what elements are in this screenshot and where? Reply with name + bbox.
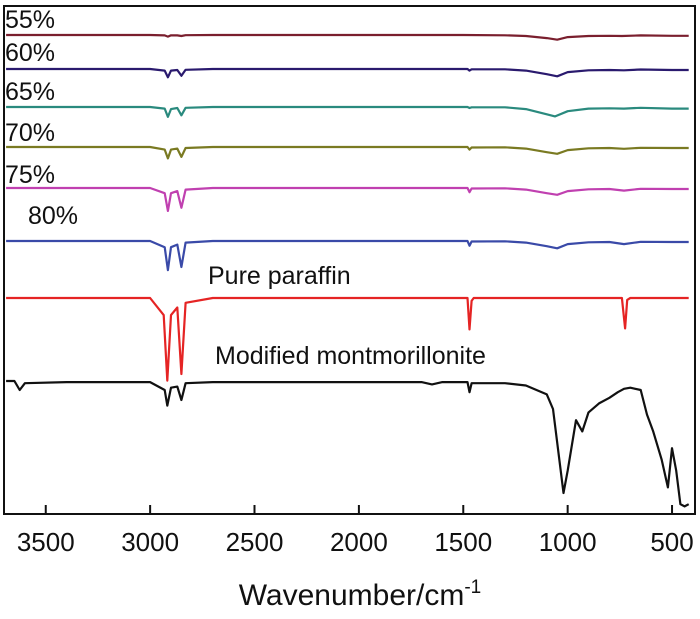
x-tick-label-6: 1000 xyxy=(539,527,597,557)
x-tick-label-3: 2500 xyxy=(226,527,284,557)
x-axis: 3500 3000 2500 2000 1500 1000 500 xyxy=(17,505,694,557)
x-tick-label-5: 1500 xyxy=(434,527,492,557)
series-label-2: 60% xyxy=(5,39,55,67)
series-label-4: 70% xyxy=(5,119,55,147)
series-layer xyxy=(6,33,690,508)
series-label-6: 80% xyxy=(28,202,78,230)
series-line-1 xyxy=(6,33,689,41)
x-axis-title-superscript: -1 xyxy=(464,577,481,598)
series-line-5 xyxy=(6,186,689,212)
series-label-5: 75% xyxy=(5,161,55,189)
x-tick-label-4: 2000 xyxy=(330,527,388,557)
series-label-3: 65% xyxy=(5,78,55,106)
plot-frame xyxy=(3,5,696,515)
series-label-8: Modified montmorillonite xyxy=(215,342,486,370)
x-tick-label-7: 500 xyxy=(650,527,693,557)
series-label-layer: 55% 60% 65% 70% 75% 80% Pure paraffin Modified … xyxy=(5,6,486,370)
series-line-3 xyxy=(6,105,689,118)
x-axis-title-text: Wavenumber/cm xyxy=(239,579,465,612)
series-line-7 xyxy=(6,296,689,382)
x-axis-title: Wavenumber/cm-1 xyxy=(239,577,482,612)
series-line-4 xyxy=(6,145,689,160)
x-tick-label-1: 3500 xyxy=(17,527,75,557)
series-line-6 xyxy=(6,239,689,272)
x-tick-label-2: 3000 xyxy=(121,527,179,557)
series-label-1: 55% xyxy=(5,6,55,34)
series-line-8 xyxy=(6,379,690,508)
series-label-7: Pure paraffin xyxy=(208,262,351,290)
series-line-2 xyxy=(6,67,689,79)
